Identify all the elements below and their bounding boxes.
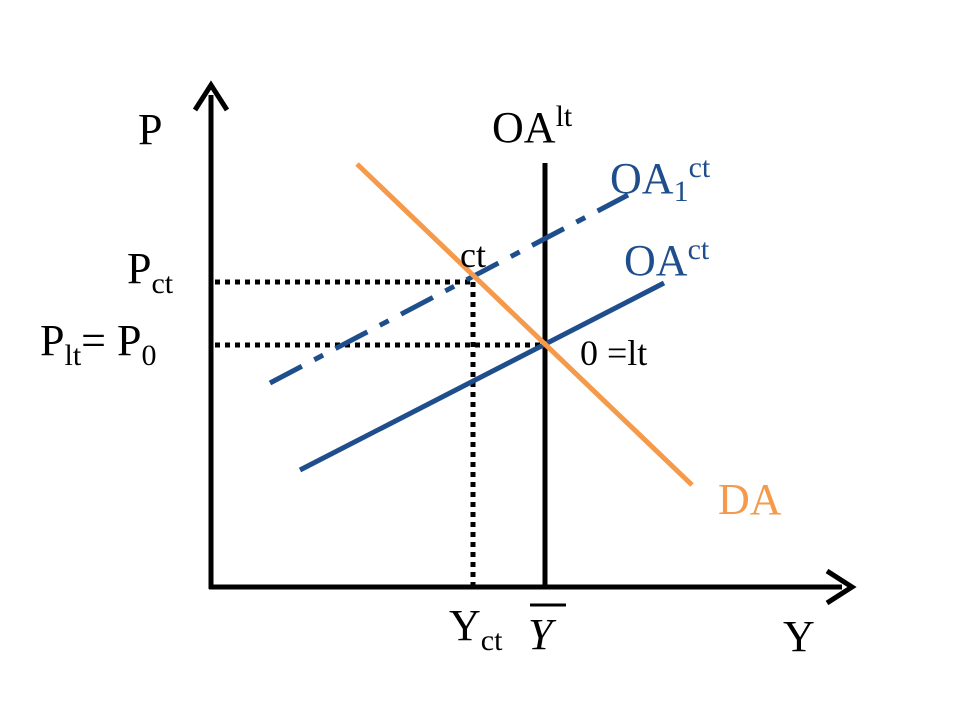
oa1-ct-sup: ct: [689, 151, 711, 184]
x-axis-label: Y: [783, 612, 815, 661]
oa1-ct-sub: 1: [674, 175, 689, 208]
y-ct-sub: ct: [481, 624, 503, 657]
x-axis-arrow: [825, 568, 857, 606]
p-lt-sub: lt: [64, 339, 81, 372]
y-ct-main: Y: [449, 601, 481, 650]
oa1-ct-main: OA: [610, 154, 674, 203]
oa-ct-line: [298, 280, 666, 473]
da-label: DA: [718, 475, 782, 524]
p-ct-label: Pct: [127, 244, 174, 300]
oa-lt-sup: lt: [556, 100, 573, 133]
p-lt-eq: = P: [81, 316, 141, 365]
p-ct-main: P: [127, 244, 151, 293]
y-ct-label: Yct: [449, 601, 503, 657]
p-ct-sub: ct: [151, 267, 173, 300]
p-lt-sub2: 0: [141, 339, 156, 372]
y-axis-arrow: [192, 80, 230, 112]
oa1-ct-label: OA1ct: [610, 151, 711, 208]
oa-ct-sup: ct: [688, 233, 710, 266]
point-lt-label: 0 =lt: [580, 333, 647, 373]
oa-ct-main: OA: [624, 236, 688, 285]
y-axis-label: P: [138, 105, 162, 154]
oa-ct-label: OAct: [624, 233, 710, 285]
da-line: [355, 162, 694, 487]
oa1-ct-line: [268, 192, 630, 386]
p-lt-label: Plt= P0: [40, 316, 156, 372]
p-lt-main: P: [40, 316, 64, 365]
point-ct-label: ct: [460, 235, 486, 275]
y-bar-label: Y: [528, 610, 557, 659]
oa-lt-main: OA: [492, 103, 556, 152]
oa-lt-label: OAlt: [492, 100, 573, 152]
